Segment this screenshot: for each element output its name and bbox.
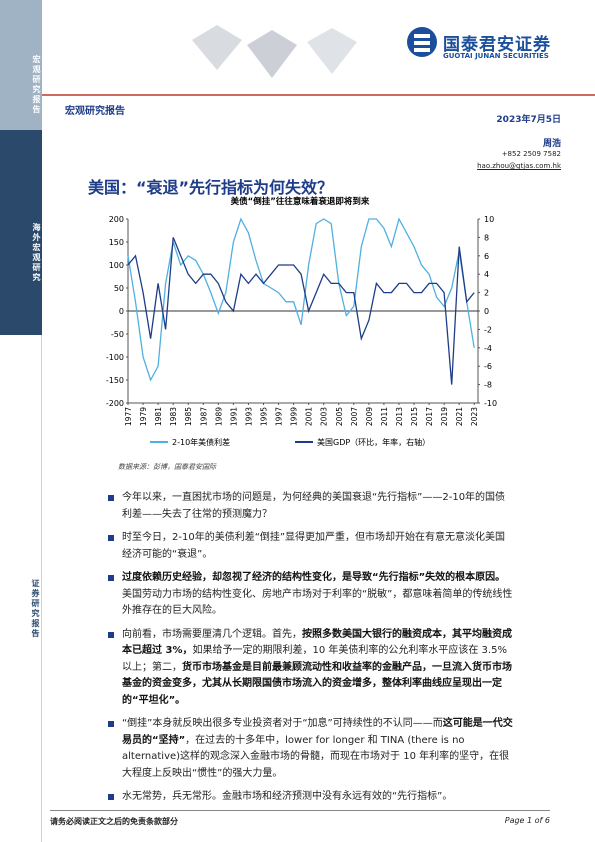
bullet-text: ，在过去的十多年中，lower for longer 和 TINA (there… xyxy=(122,734,510,779)
bullet: 过度依赖历史经验，却忽视了经济的结构性变化，是导致“先行指标”失效的根本原因。美… xyxy=(108,570,513,620)
bullet-text: 美国劳动力市场的结构性变化、房地产市场对于利率的“脱敏”，都意味着简单的传统线性… xyxy=(122,588,513,617)
x-tick-label: 2001 xyxy=(305,407,314,426)
y-tick-label: 150 xyxy=(109,238,124,247)
y2-tick-label: 8 xyxy=(484,233,489,242)
logo-cn: 国泰君安证券 xyxy=(443,35,551,55)
y2-tick-label: 10 xyxy=(484,215,494,224)
header-art xyxy=(42,25,595,96)
x-tick-label: 1999 xyxy=(290,407,299,426)
x-tick-label: 1989 xyxy=(214,407,223,426)
y2-tick-label: -4 xyxy=(484,344,492,353)
x-tick-label: 1977 xyxy=(124,407,133,426)
chart-title: 美债“倒挂”往往意味着衰退即将到来 xyxy=(231,196,370,207)
sidebar-section: 海外宏观研究 xyxy=(0,130,42,335)
x-tick-label: 2011 xyxy=(380,407,389,426)
footer-disclaimer: 请务必阅读正文之后的免责条款部分 xyxy=(50,817,178,826)
bullet: 向前看，市场需要厘清几个逻辑。首先，按照多数美国大银行的融资成本，其平均融资成本… xyxy=(108,627,513,710)
x-tick-label: 1997 xyxy=(275,407,284,426)
x-tick-label: 2009 xyxy=(365,407,374,426)
bullet-text: 水无常势，兵无常形。金融市场和经济预测中没有永远有效的“先行指标”。 xyxy=(122,791,453,802)
y-tick-label: 200 xyxy=(109,215,124,224)
x-tick-label: 1985 xyxy=(184,407,193,426)
bullet: 今年以来，一直困扰市场的问题是，为何经典的美国衰退“先行指标”——2-10年的国… xyxy=(108,490,513,523)
author-email: hao.zhou@gtjas.com.hk xyxy=(477,162,561,170)
bullet: 时至今日，2-10年的美债利差“倒挂”显得更加严重，但市场却开始在有意无意淡化美… xyxy=(108,530,513,563)
y-tick-label: 50 xyxy=(114,284,124,293)
y-tick-label: 0 xyxy=(119,307,124,316)
chart: 美债“倒挂”往往意味着衰退即将到来 200150100500-50-100-15… xyxy=(106,196,497,447)
sidebar-section: 证券研究报告 xyxy=(0,335,42,842)
bullet-text: 向前看，市场需要厘清几个逻辑。首先， xyxy=(122,628,302,640)
y-tick-label: -150 xyxy=(106,376,124,385)
y2-tick-label: -10 xyxy=(484,399,497,408)
bullet-text: 货币市场基金是目前最兼顾流动性和收益率的金融产品，一旦流入货币市场基金的资金变多… xyxy=(122,661,512,706)
y2-tick-label: -8 xyxy=(484,381,492,390)
bullet-list: 今年以来，一直困扰市场的问题是，为何经典的美国衰退“先行指标”——2-10年的国… xyxy=(108,490,513,813)
bullet: 水无常势，兵无常形。金融市场和经济预测中没有永远有效的“先行指标”。 xyxy=(108,789,513,806)
author-name: 周浩 xyxy=(542,139,561,149)
series-line xyxy=(127,237,475,385)
bullet-text: “倒挂”本身就反映出很多专业投资者对于“加息”可持续性的不认同——而 xyxy=(122,718,443,729)
x-tick-label: 1993 xyxy=(244,407,253,426)
logo-en: GUOTAI JUNAN SECURITIES xyxy=(443,52,549,60)
x-tick-label: 1987 xyxy=(199,407,208,426)
x-tick-label: 1979 xyxy=(139,407,148,426)
y2-tick-label: 2 xyxy=(484,289,489,298)
x-tick-label: 2015 xyxy=(410,407,419,426)
report-type: 宏观研究报告 xyxy=(65,106,125,117)
y2-tick-label: -6 xyxy=(484,362,492,371)
y-tick-label: -200 xyxy=(106,399,124,408)
source: 数据来源：彭博，国泰君安国际 xyxy=(118,463,216,471)
y2-tick-label: -2 xyxy=(484,325,492,334)
title: 美国：“衰退”先行指标为何失效？ xyxy=(88,178,334,197)
x-tick-label: 2023 xyxy=(470,407,479,426)
bullet: “倒挂”本身就反映出很多专业投资者对于“加息”可持续性的不认同——而这可能是一代… xyxy=(108,716,513,782)
footer-page: Page 1 of 6 xyxy=(504,816,550,825)
legend-label: 美国GDP（环比，年率，右轴） xyxy=(317,437,430,447)
y-tick-label: 100 xyxy=(109,261,124,270)
bullet-text: 今年以来，一直困扰市场的问题是，为何经典的美国衰退“先行指标”——2-10年的国… xyxy=(122,492,506,520)
x-tick-label: 1991 xyxy=(229,407,238,426)
x-tick-label: 2005 xyxy=(335,407,344,426)
legend-label: 2-10年美债利差 xyxy=(172,437,230,447)
author-phone: +852 2509 7582 xyxy=(501,150,561,158)
x-tick-label: 1995 xyxy=(259,407,268,426)
x-tick-label: 2017 xyxy=(425,407,434,426)
y-tick-label: -100 xyxy=(106,353,124,362)
date: 2023年7月5日 xyxy=(496,115,561,125)
sidebar-section: 宏观研究报告 xyxy=(0,0,42,130)
y-tick-label: -50 xyxy=(111,330,124,339)
bullet-text: 这可能是一代交易员的“坚持” xyxy=(122,718,513,746)
y2-tick-label: 4 xyxy=(484,270,489,279)
bullet-text: 按照多数美国大银行的融资成本，其平均融资成本已超过 3%， xyxy=(122,628,512,657)
x-tick-label: 2013 xyxy=(395,407,404,426)
series-line xyxy=(127,217,475,382)
x-tick-label: 1981 xyxy=(154,407,163,426)
bullet-text: 如果给予一定的期限利差，10 年美债利率的公允利率水平应该在 3.5%以上；第二… xyxy=(122,645,507,673)
bullet-text: 时至今日，2-10年的美债利差“倒挂”显得更加严重，但市场却开始在有意无意淡化美… xyxy=(122,532,506,560)
y2-tick-label: 0 xyxy=(484,307,489,316)
footer-rule xyxy=(50,810,550,811)
x-tick-label: 2019 xyxy=(440,407,449,426)
y2-tick-label: 6 xyxy=(484,252,489,261)
bullet-text: 过度依赖历史经验，却忽视了经济的结构性变化，是导致“先行指标”失效的根本原因。 xyxy=(122,572,506,583)
x-tick-label: 2021 xyxy=(455,407,464,426)
x-tick-label: 2007 xyxy=(350,407,359,426)
x-tick-label: 1983 xyxy=(169,407,178,426)
x-tick-label: 2003 xyxy=(320,407,329,426)
